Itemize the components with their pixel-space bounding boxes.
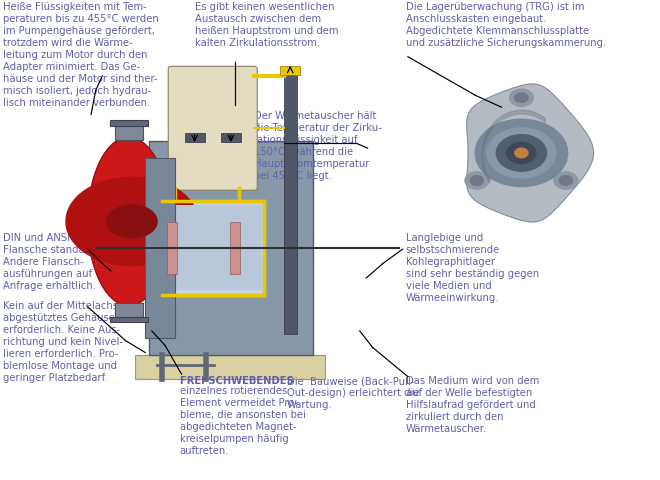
Circle shape (471, 176, 484, 186)
Bar (284, 70, 297, 334)
Circle shape (559, 176, 572, 186)
Circle shape (487, 129, 556, 179)
Circle shape (507, 143, 536, 164)
Circle shape (496, 135, 546, 172)
Circle shape (465, 172, 489, 190)
Text: einzelnes rotierendes
Element vermeidet Pro-
bleme, die ansonsten bei
abgedichte: einzelnes rotierendes Element vermeidet … (180, 385, 306, 455)
Bar (185, 134, 205, 143)
Text: Das Medium wird von dem
auf der Welle befestigten
Hilfslaufrad gefördert und
zir: Das Medium wird von dem auf der Welle be… (406, 375, 539, 433)
Bar (221, 134, 241, 143)
Circle shape (515, 94, 528, 103)
FancyBboxPatch shape (168, 67, 257, 191)
Bar (280, 67, 300, 75)
Bar (167, 222, 177, 274)
Bar (110, 121, 148, 127)
Text: DIN und ANSI
Flansche standard.
Andere Flansch-
ausführungen auf
Anfrage erhältl: DIN und ANSI Flansche standard. Andere F… (3, 233, 98, 291)
Bar (115, 127, 143, 141)
Polygon shape (107, 205, 157, 239)
Circle shape (510, 90, 533, 107)
Polygon shape (88, 138, 170, 306)
Bar (115, 304, 143, 317)
Bar (164, 206, 262, 290)
Polygon shape (66, 178, 198, 266)
Text: Die  Bauweise (Back-Pull-
Out-design) erleichtert die
Wartung.: Die Bauweise (Back-Pull- Out-design) erl… (287, 375, 420, 409)
Polygon shape (467, 85, 593, 222)
Bar (162, 201, 264, 295)
Text: Heiße Flüssigkeiten mit Tem-
peraturen bis zu 455°C werden
im Pumpengehäuse gefö: Heiße Flüssigkeiten mit Tem- peraturen b… (3, 2, 159, 108)
Text: Langlebige und
selbstschmierende
Kohlegraphitlager
sind sehr beständig gegen
vie: Langlebige und selbstschmierende Kohlegr… (406, 233, 539, 303)
Text: Die Lagerüberwachung (TRG) ist im
Anschlusskasten eingebaut.
Abgedichtete Klemma: Die Lagerüberwachung (TRG) ist im Anschl… (406, 2, 606, 48)
Bar (110, 317, 148, 323)
Text: Kein auf der Mittelachse
abgestütztes Gehäuse
erforderlich. Keine Aus-
richtung : Kein auf der Mittelachse abgestütztes Ge… (3, 300, 125, 382)
Circle shape (554, 172, 578, 190)
Circle shape (475, 120, 568, 187)
Text: Der Wärmetauscher hält
die Temperatur der Zirku-
lationsflüssigkeit auf
150°C, w: Der Wärmetauscher hält die Temperatur de… (254, 110, 382, 180)
Text: FREI SCHWEBENDES: FREI SCHWEBENDES (180, 375, 293, 385)
Bar (148, 142, 314, 355)
Bar (145, 158, 175, 338)
Bar (230, 222, 240, 274)
Circle shape (515, 149, 528, 158)
Bar (135, 355, 325, 379)
Text: Es gibt keinen wesentlichen
Austausch zwischen dem
heißen Hauptstrom und dem
kal: Es gibt keinen wesentlichen Austausch zw… (195, 2, 338, 48)
